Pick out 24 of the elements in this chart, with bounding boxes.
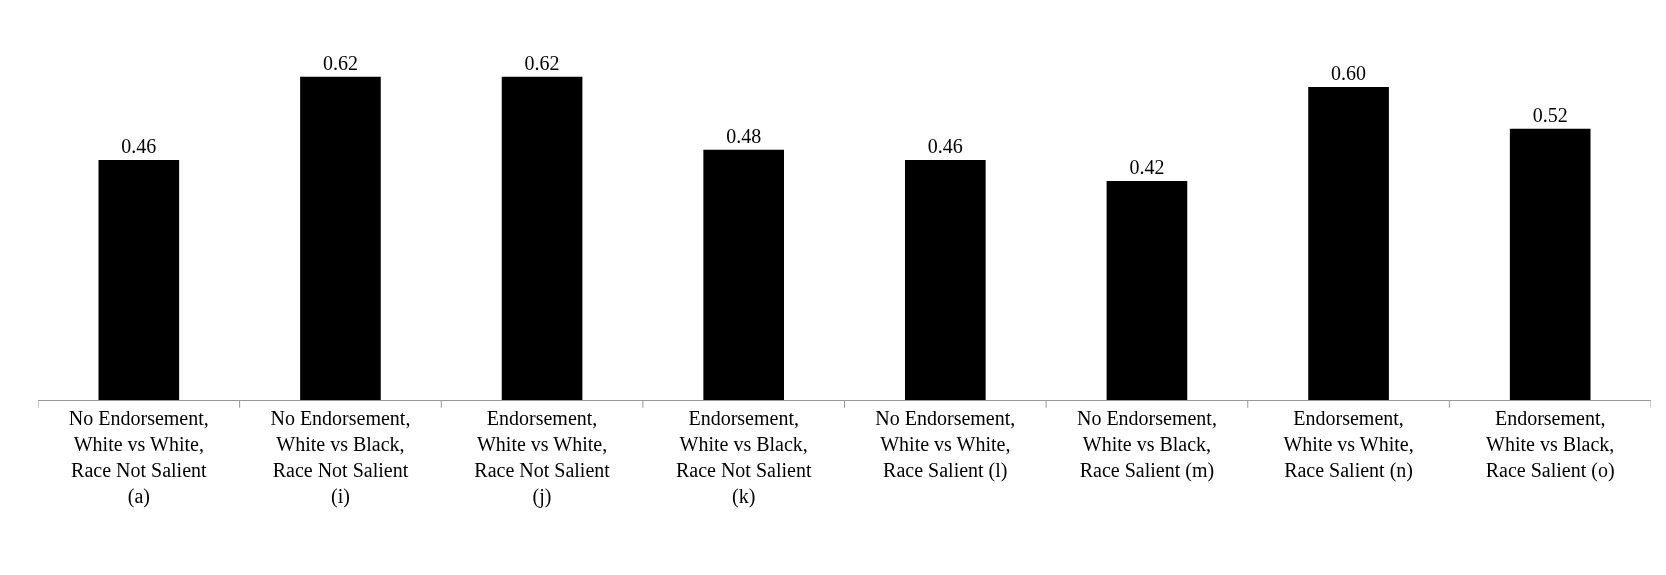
bar [703,149,785,400]
x-tick-label: No Endorsement, White vs White, Race Not Salient (a) [68,407,209,508]
bar [501,76,583,400]
x-tick-label: No Endorsement, White vs White, Race Salient (l) [875,407,1016,482]
bar [1308,87,1389,400]
bar [1106,180,1188,400]
bar [904,160,986,400]
data-label: 0.52 [1532,103,1568,126]
data-label: 0.46 [121,135,157,158]
x-tick-label: Endorsement, White vs White, Race Salient (n) [1283,407,1414,482]
data-label: 0.46 [927,135,963,158]
bar [98,160,180,400]
x-tick-label: Endorsement, White vs Black, Race Salient (o) [1485,407,1615,482]
data-label: 0.62 [524,51,560,74]
data-label: 0.48 [726,124,762,147]
data-label: 0.62 [322,51,358,74]
x-tick-label: Endorsement, White vs Black, Race Not Salient (k) [675,407,812,508]
bar [1509,128,1591,400]
x-tick-label: No Endorsement, White vs Black, Race Salient (m) [1076,407,1217,482]
data-label: 0.42 [1129,155,1165,178]
x-tick-label: No Endorsement, White vs Black, Race Not Salient (i) [270,407,411,508]
x-tick-label: Endorsement, White vs White, Race Not Salient (j) [474,407,611,508]
data-label: 0.60 [1331,62,1367,85]
bar [300,76,381,400]
